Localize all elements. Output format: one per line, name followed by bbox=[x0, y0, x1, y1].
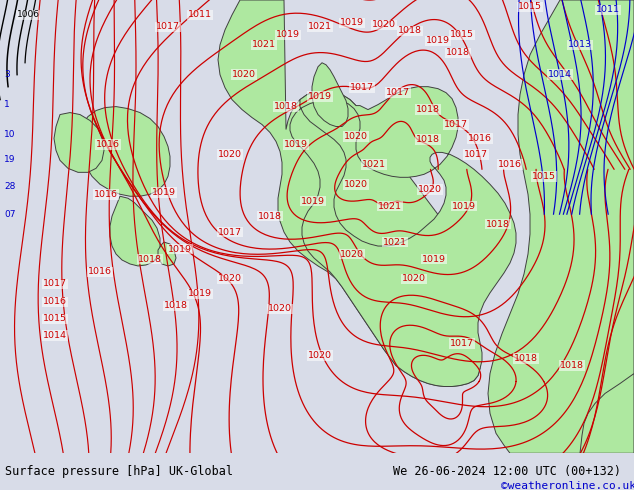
Text: 1020: 1020 bbox=[402, 274, 426, 283]
Text: 28: 28 bbox=[4, 182, 15, 191]
Text: 1017: 1017 bbox=[156, 23, 180, 31]
Text: 1014: 1014 bbox=[548, 70, 572, 79]
Polygon shape bbox=[312, 63, 348, 126]
Text: 1015: 1015 bbox=[450, 30, 474, 39]
Text: 1018: 1018 bbox=[416, 105, 440, 114]
Text: 1016: 1016 bbox=[43, 297, 67, 306]
Text: 1021: 1021 bbox=[383, 238, 407, 246]
Text: 1019: 1019 bbox=[301, 196, 325, 206]
Text: 1018: 1018 bbox=[164, 301, 188, 310]
Text: 1006: 1006 bbox=[16, 10, 39, 20]
Polygon shape bbox=[488, 0, 634, 453]
Text: 1020: 1020 bbox=[418, 185, 442, 194]
Text: 1018: 1018 bbox=[446, 49, 470, 57]
Text: 1018: 1018 bbox=[274, 102, 298, 111]
Text: 1017: 1017 bbox=[444, 120, 468, 129]
Text: 1: 1 bbox=[4, 100, 10, 109]
Text: Surface pressure [hPa] UK-Global: Surface pressure [hPa] UK-Global bbox=[5, 465, 233, 478]
Text: 1015: 1015 bbox=[43, 314, 67, 323]
Text: 1018: 1018 bbox=[416, 135, 440, 144]
Text: 1020: 1020 bbox=[218, 274, 242, 283]
Polygon shape bbox=[110, 196, 160, 266]
Text: 1017: 1017 bbox=[450, 339, 474, 348]
Text: 1017: 1017 bbox=[386, 88, 410, 97]
Text: 1015: 1015 bbox=[532, 172, 556, 181]
Polygon shape bbox=[78, 107, 170, 196]
Text: 1020: 1020 bbox=[344, 132, 368, 141]
Text: 1018: 1018 bbox=[138, 254, 162, 264]
Text: 1019: 1019 bbox=[308, 92, 332, 101]
Text: 1018: 1018 bbox=[514, 354, 538, 363]
Text: 1017: 1017 bbox=[218, 227, 242, 237]
Text: 1019: 1019 bbox=[188, 290, 212, 298]
Text: 1018: 1018 bbox=[486, 220, 510, 229]
Text: 1018: 1018 bbox=[398, 26, 422, 35]
Text: 1018: 1018 bbox=[560, 361, 584, 370]
Text: 1011: 1011 bbox=[596, 5, 620, 15]
Text: 1013: 1013 bbox=[568, 40, 592, 49]
Text: 1017: 1017 bbox=[43, 279, 67, 289]
Text: 1011: 1011 bbox=[188, 10, 212, 20]
Text: 19: 19 bbox=[4, 155, 15, 164]
Text: 1019: 1019 bbox=[422, 254, 446, 264]
Text: 1016: 1016 bbox=[468, 134, 492, 143]
Text: 1019: 1019 bbox=[340, 19, 364, 27]
Text: 1014: 1014 bbox=[43, 331, 67, 340]
Text: 1019: 1019 bbox=[276, 30, 300, 39]
Text: 1016: 1016 bbox=[94, 190, 118, 199]
Text: 1019: 1019 bbox=[168, 245, 192, 253]
Polygon shape bbox=[580, 373, 634, 453]
Polygon shape bbox=[290, 87, 516, 387]
Text: 1020: 1020 bbox=[344, 180, 368, 189]
Text: 10: 10 bbox=[4, 130, 15, 139]
Text: 1020: 1020 bbox=[308, 351, 332, 360]
Text: 1019: 1019 bbox=[426, 36, 450, 46]
Text: 1016: 1016 bbox=[96, 140, 120, 149]
Text: ©weatheronline.co.uk: ©weatheronline.co.uk bbox=[501, 481, 634, 490]
Text: 1019: 1019 bbox=[452, 202, 476, 211]
Text: We 26-06-2024 12:00 UTC (00+132): We 26-06-2024 12:00 UTC (00+132) bbox=[393, 465, 621, 478]
Text: 3: 3 bbox=[4, 70, 10, 79]
Text: 1019: 1019 bbox=[152, 188, 176, 197]
Text: 1017: 1017 bbox=[464, 150, 488, 159]
Text: 1020: 1020 bbox=[268, 304, 292, 313]
Text: 1017: 1017 bbox=[350, 83, 374, 92]
Polygon shape bbox=[158, 242, 176, 266]
Polygon shape bbox=[54, 113, 104, 172]
Text: 1015: 1015 bbox=[518, 2, 542, 11]
Text: 1021: 1021 bbox=[308, 23, 332, 31]
Text: 07: 07 bbox=[4, 210, 15, 219]
Text: 1020: 1020 bbox=[232, 70, 256, 79]
Text: 1016: 1016 bbox=[88, 268, 112, 276]
Text: 1019: 1019 bbox=[284, 140, 308, 149]
Polygon shape bbox=[218, 0, 480, 387]
Text: 1021: 1021 bbox=[378, 202, 402, 211]
Text: 1016: 1016 bbox=[498, 160, 522, 169]
Text: 1018: 1018 bbox=[258, 212, 282, 220]
Text: 1021: 1021 bbox=[362, 160, 386, 169]
Text: 1020: 1020 bbox=[218, 150, 242, 159]
Text: 1020: 1020 bbox=[372, 21, 396, 29]
Text: 1021: 1021 bbox=[252, 40, 276, 49]
Text: 1020: 1020 bbox=[340, 249, 364, 259]
